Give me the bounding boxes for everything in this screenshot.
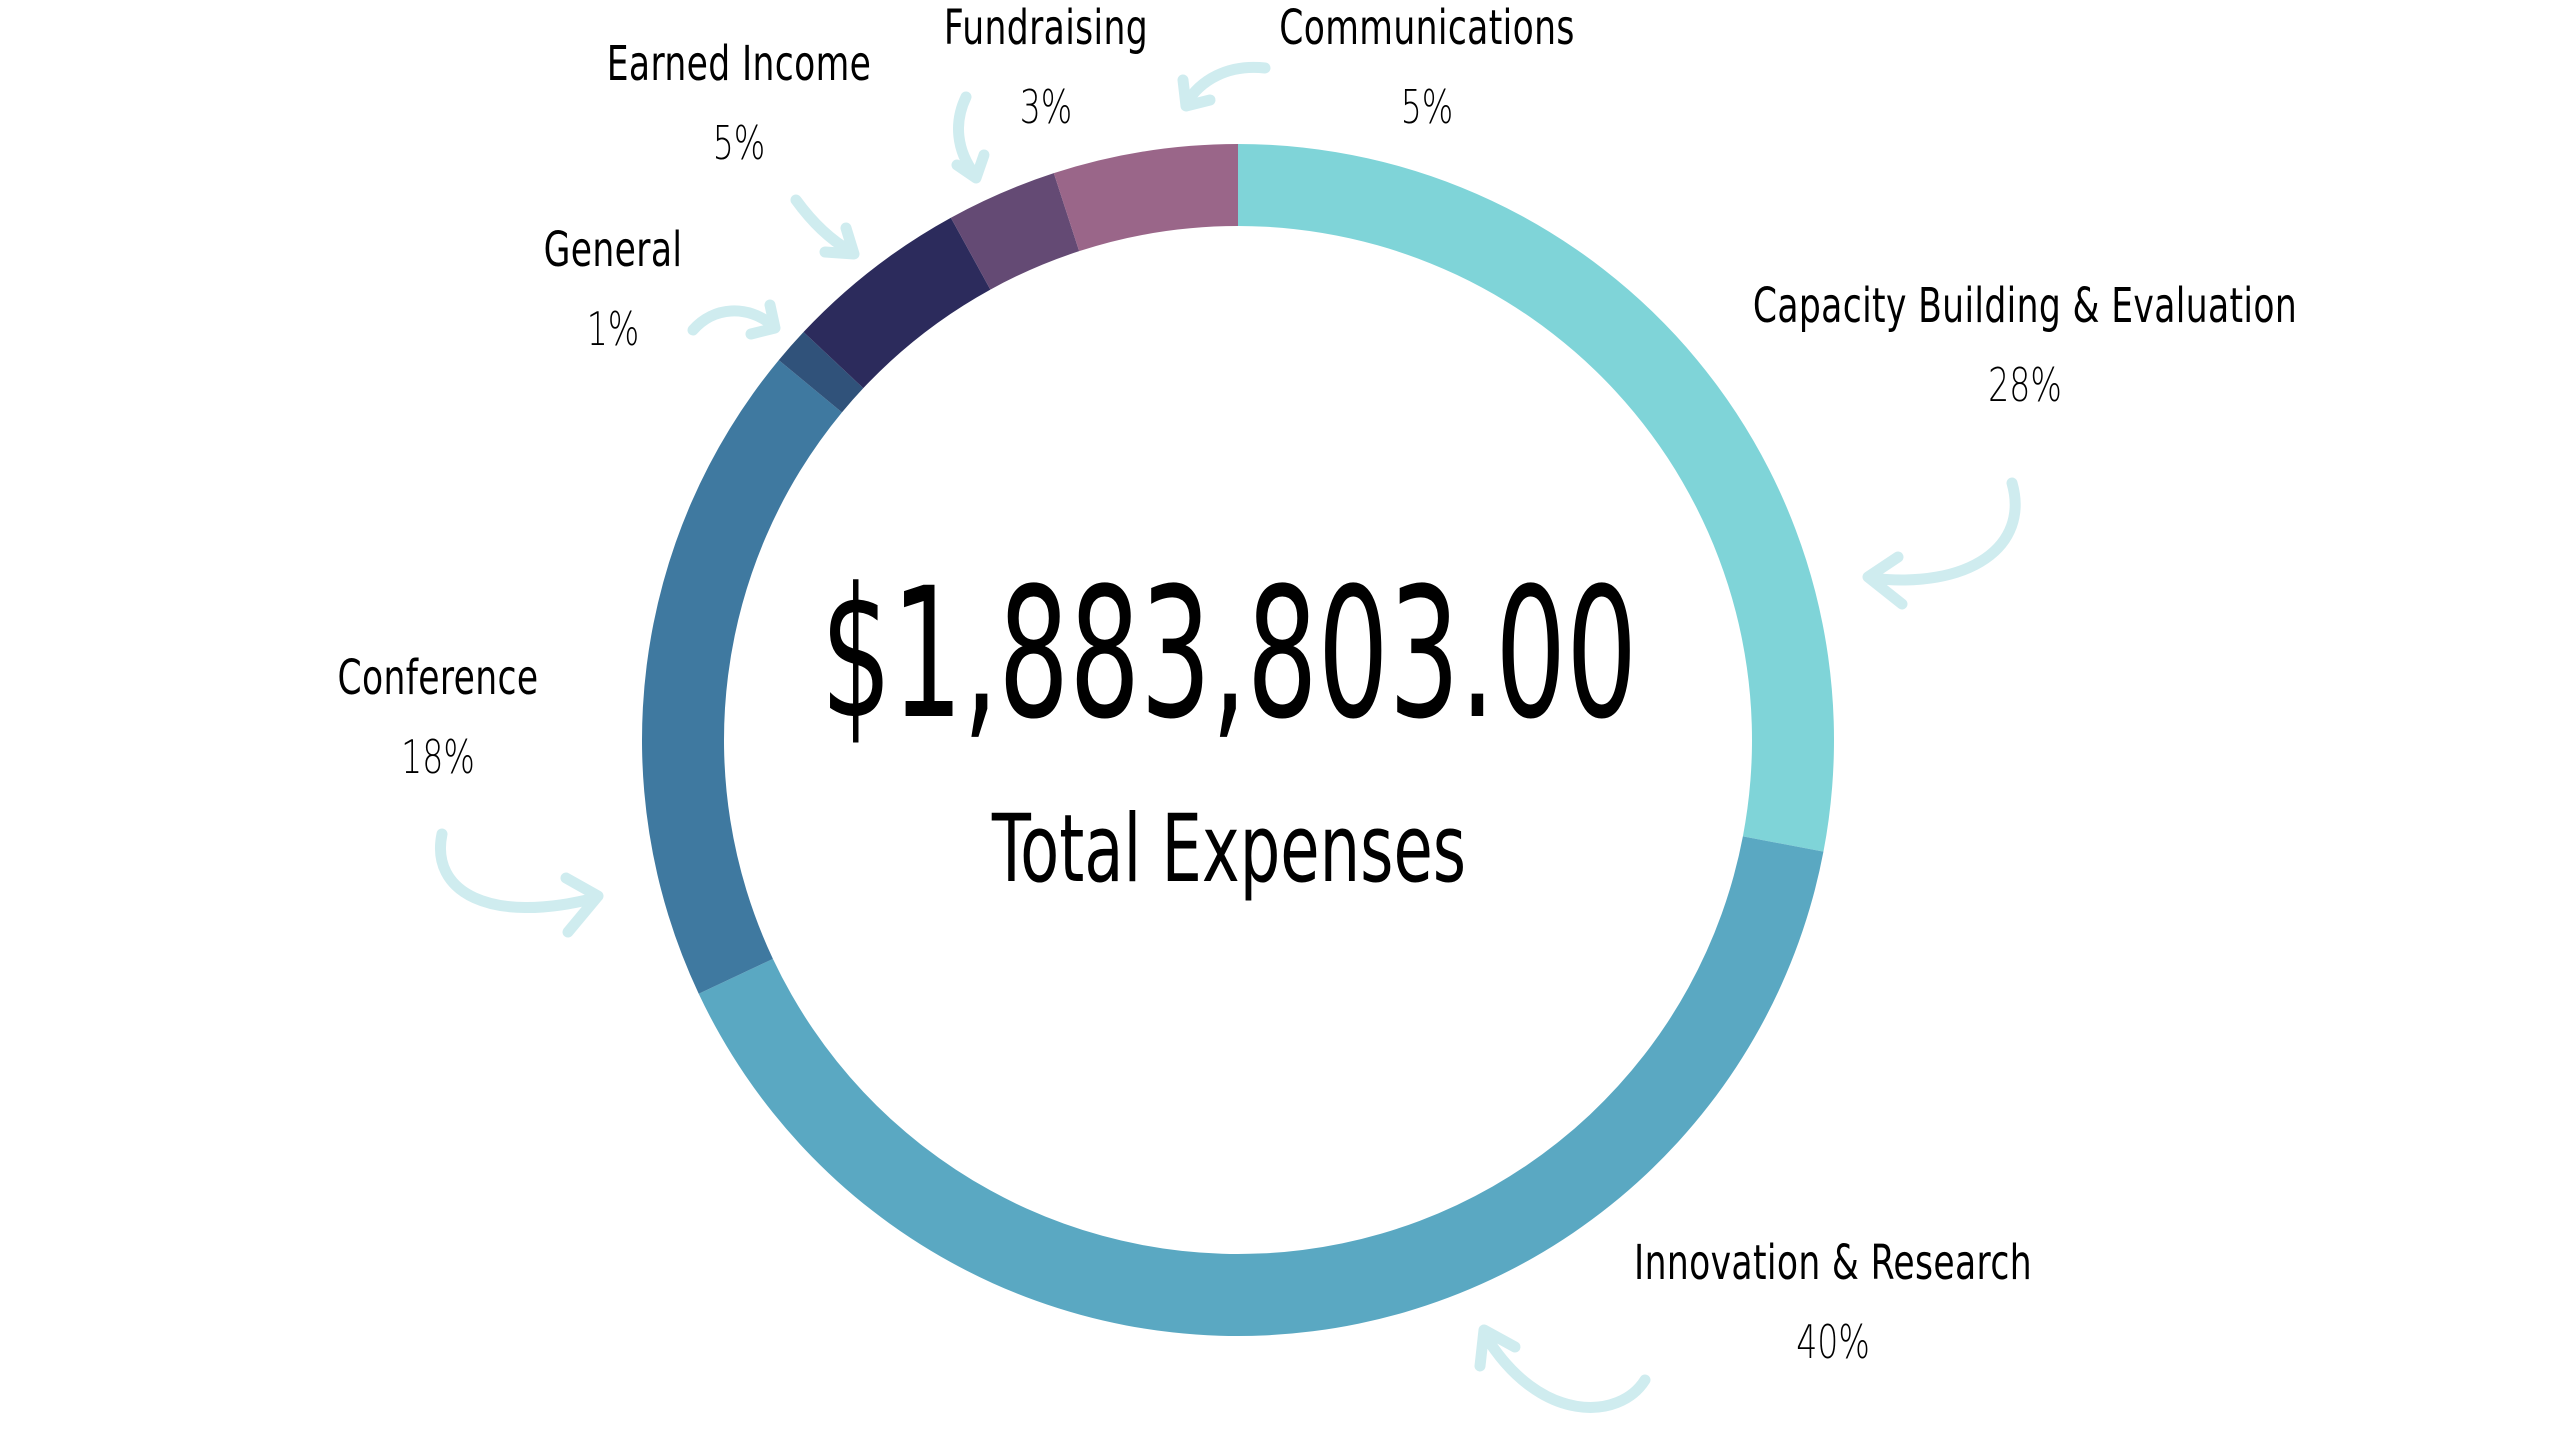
slice-percent: 18% (401, 730, 475, 784)
slice-fundraising (950, 173, 1080, 290)
arrow-communications-icon (1177, 61, 1271, 112)
slice-communications (1053, 144, 1238, 252)
slice-percent: 5% (712, 116, 766, 170)
label-fundraising: Fundraising 3% (904, 0, 1188, 134)
slice-innovation-research (698, 836, 1824, 1337)
label-communications: Communications 5% (1222, 0, 1632, 134)
arrow-earned-income-icon (790, 194, 860, 260)
arrow-innovation-research-icon (1474, 1324, 1651, 1413)
arrow-capacity-building-icon (1862, 477, 2021, 610)
label-general: General 1% (517, 222, 710, 356)
slice-general (778, 332, 864, 413)
label-earned-income: Earned Income 5% (555, 36, 922, 170)
slice-percent: 1% (586, 302, 640, 356)
slice-name: General (543, 222, 683, 278)
donut-slices (641, 144, 1834, 1337)
slice-capacity-building-evaluation (1238, 144, 1834, 852)
slice-name: Conference (337, 650, 539, 706)
slice-name: Earned Income (606, 36, 872, 92)
slice-percent: 28% (1988, 358, 2062, 412)
total-expenses-value: $1,883,803.00 (820, 550, 1638, 759)
slice-percent: 5% (1400, 80, 1454, 134)
slice-name: Innovation & Research (1634, 1235, 2032, 1291)
slice-percent: 3% (1019, 80, 1073, 134)
label-innovation-research: Innovation & Research 40% (1557, 1235, 2110, 1369)
slice-name: Capacity Building & Evaluation (1752, 278, 2298, 334)
label-conference: Conference 18% (298, 650, 577, 784)
slice-earned-income (803, 217, 991, 389)
slice-name: Fundraising (943, 0, 1149, 56)
slice-percent: 40% (1796, 1315, 1870, 1369)
label-capacity-building: Capacity Building & Evaluation 28% (1647, 278, 2403, 412)
slice-name: Communications (1279, 0, 1575, 56)
arrow-conference-icon (435, 828, 604, 938)
arrow-general-icon (687, 299, 781, 340)
arrow-fundraising-icon (951, 91, 990, 184)
total-expenses-caption: Total Expenses (991, 795, 1467, 904)
slice-conference (641, 360, 842, 994)
